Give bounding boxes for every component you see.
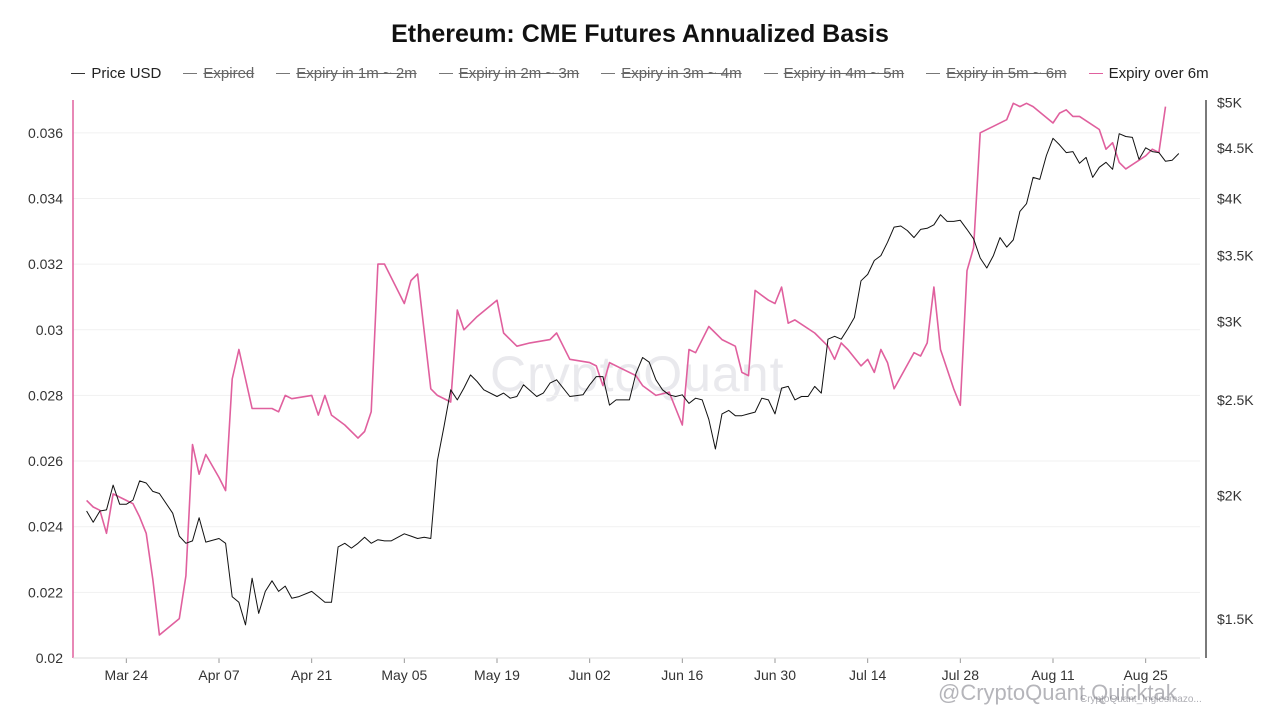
legend-label-expiry-2m-3m: Expiry in 2m ~ 3m bbox=[458, 64, 580, 82]
x-tick-label: Aug 25 bbox=[1123, 667, 1168, 683]
legend-swatch-expiry-1m-2m bbox=[276, 72, 291, 74]
legend-item-expiry-2m-3m[interactable]: Expiry in 2m ~ 3m bbox=[438, 64, 580, 82]
legend-swatch-expiry-over-6m bbox=[1088, 72, 1103, 74]
y-left-tick-label: 0.028 bbox=[28, 387, 63, 403]
x-tick-label: Jul 14 bbox=[849, 667, 887, 683]
legend-item-expired[interactable]: Expired bbox=[183, 65, 254, 82]
x-tick-label: Jun 16 bbox=[661, 667, 703, 683]
footer-watermark: @CryptoQuant Quicktak bbox=[938, 680, 1177, 705]
series-line-price-usd bbox=[86, 133, 1180, 626]
x-tick-label: Apr 07 bbox=[198, 667, 239, 683]
chart-title: Ethereum: CME Futures Annualized Basis bbox=[391, 20, 889, 48]
y-left-tick-label: 0.034 bbox=[28, 190, 63, 206]
y-right-tick-label: $3.5K bbox=[1217, 248, 1254, 264]
x-tick-label: May 05 bbox=[381, 667, 427, 683]
legend-label-expiry-5m-6m: Expiry in 5m ~ 6m bbox=[946, 64, 1067, 82]
y-left-tick-label: 0.02 bbox=[36, 650, 63, 666]
legend-swatch-expiry-5m-6m bbox=[926, 72, 941, 74]
y-right-tick-label: $3K bbox=[1217, 314, 1243, 330]
x-tick-label: May 19 bbox=[474, 667, 520, 683]
x-tick-label: Mar 24 bbox=[105, 667, 149, 683]
series-line-expiry-over-6m bbox=[86, 102, 1167, 636]
y-left-tick-label: 0.026 bbox=[28, 453, 63, 469]
legend-item-expiry-1m-2m[interactable]: Expiry in 1m ~ 2m bbox=[276, 64, 417, 82]
x-tick-label: Jun 02 bbox=[569, 667, 611, 683]
x-tick-label: Aug 11 bbox=[1031, 667, 1075, 683]
y-right-tick-label: $4.5K bbox=[1217, 140, 1254, 156]
legend-label-expired: Expired bbox=[203, 64, 255, 82]
y-left-tick-label: 0.03 bbox=[36, 322, 63, 338]
x-tick-label: Apr 21 bbox=[291, 667, 332, 683]
footer-small-text: CryptoQuant_Inglesmazo... bbox=[1080, 694, 1202, 705]
legend-label-price-usd: Price USD bbox=[91, 64, 162, 82]
legend-swatch-expired bbox=[183, 72, 198, 74]
y-left-tick-label: 0.024 bbox=[28, 519, 63, 535]
legend-item-price-usd[interactable]: Price USD bbox=[71, 65, 161, 82]
y-right-tick-label: $5K bbox=[1217, 95, 1243, 111]
y-right-tick-label: $4K bbox=[1217, 190, 1243, 206]
x-tick-label: Jun 30 bbox=[754, 667, 796, 683]
legend-swatch-price-usd bbox=[71, 72, 86, 74]
legend-label-expiry-4m-5m: Expiry in 4m ~ 5m bbox=[783, 64, 905, 82]
watermark: CryptoQuant bbox=[490, 346, 785, 402]
y-left-tick-label: 0.036 bbox=[28, 125, 63, 141]
legend-swatch-expiry-4m-5m bbox=[763, 72, 778, 74]
legend-swatch-expiry-2m-3m bbox=[438, 72, 453, 74]
legend-swatch-expiry-3m-4m bbox=[601, 72, 616, 74]
legend-label-expiry-3m-4m: Expiry in 3m ~ 4m bbox=[621, 64, 742, 82]
legend-label-expiry-1m-2m: Expiry in 1m ~ 2m bbox=[296, 64, 417, 82]
legend-item-expiry-3m-4m[interactable]: Expiry in 3m ~ 4m bbox=[601, 64, 742, 82]
legend-label-expiry-over-6m: Expiry over 6m bbox=[1108, 64, 1209, 82]
y-left-tick-label: 0.032 bbox=[28, 256, 63, 272]
y-left-tick-label: 0.022 bbox=[28, 584, 63, 600]
y-right-tick-label: $2.5K bbox=[1217, 392, 1254, 408]
y-right-tick-label: $1.5K bbox=[1217, 611, 1254, 627]
y-right-tick-label: $2K bbox=[1217, 488, 1243, 504]
chart-legend: Price USD Expired Expiry in 1m ~ 2m Expi… bbox=[0, 62, 1280, 84]
legend-item-expiry-4m-5m[interactable]: Expiry in 4m ~ 5m bbox=[763, 64, 905, 82]
x-tick-label: Jul 28 bbox=[942, 667, 980, 683]
legend-item-expiry-5m-6m[interactable]: Expiry in 5m ~ 6m bbox=[926, 64, 1067, 82]
legend-item-expiry-over-6m[interactable]: Expiry over 6m bbox=[1088, 64, 1209, 82]
